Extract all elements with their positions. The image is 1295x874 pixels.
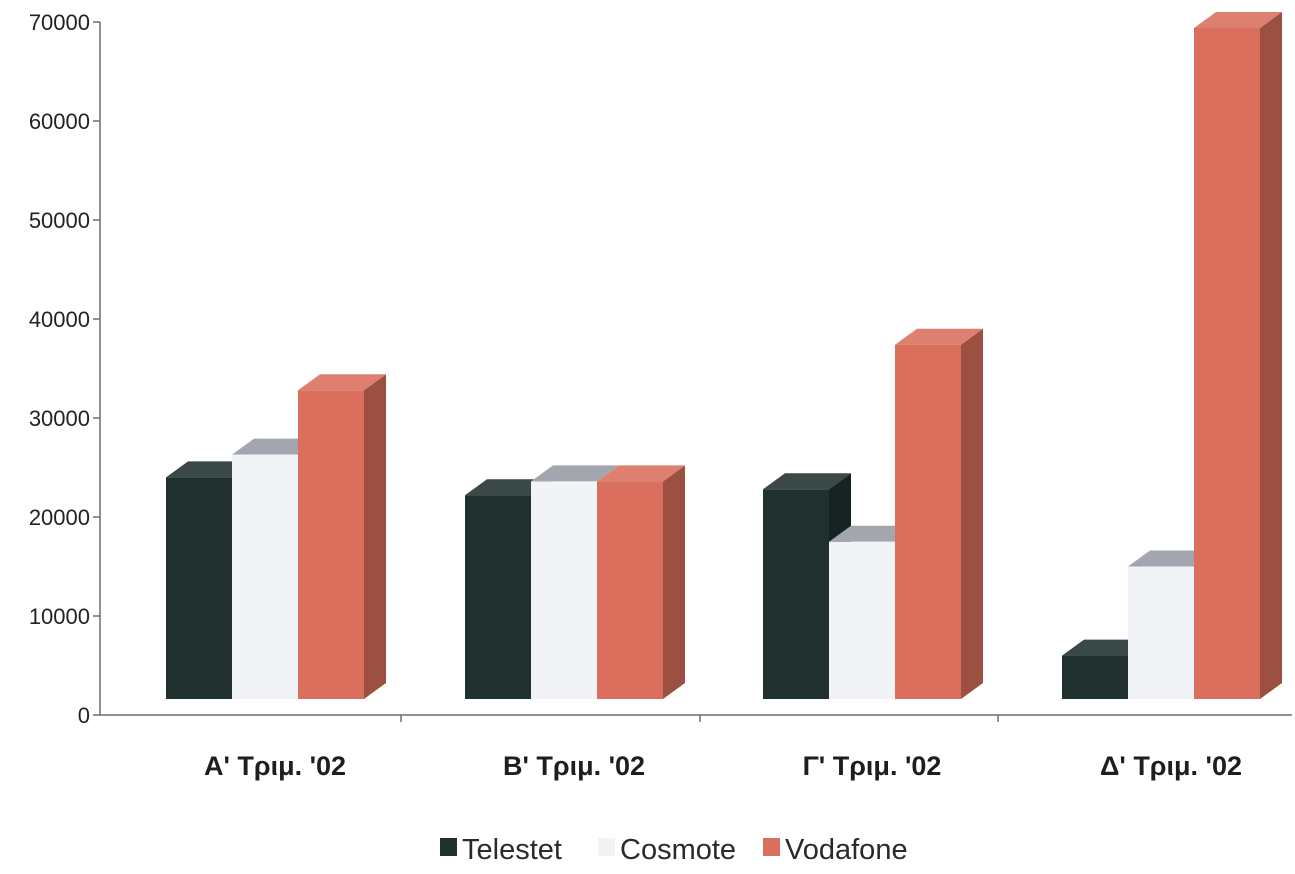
y-tick-label: 0 xyxy=(78,703,90,728)
legend-swatch xyxy=(763,838,780,856)
bar-front-face xyxy=(1062,655,1128,699)
legend-swatch xyxy=(598,838,615,856)
y-tick-label: 50000 xyxy=(29,208,90,233)
axes xyxy=(93,21,1292,722)
bar-vodafone-4 xyxy=(1194,11,1282,699)
y-tick-label: 40000 xyxy=(29,307,90,332)
bar-telestet-3 xyxy=(763,473,851,699)
bar-top-face xyxy=(531,465,619,482)
bar-side-face xyxy=(364,374,386,699)
legend: Telestet Cosmote Vodafone xyxy=(440,834,908,866)
legend-item-vodafone: Vodafone xyxy=(763,834,908,866)
bar-vodafone-1 xyxy=(298,374,386,699)
axis-labels: 0 10000 20000 30000 40000 50000 60000 70000 Α' Τ… xyxy=(29,10,1242,781)
bar-side-face xyxy=(1260,11,1282,699)
bar-front-face xyxy=(232,454,298,699)
legend-label: Telestet xyxy=(462,834,562,866)
bar-front-face xyxy=(166,477,232,699)
bar-vodafone-3 xyxy=(895,328,983,699)
y-tick-label: 10000 xyxy=(29,604,90,629)
bar-top-face xyxy=(895,328,983,345)
bar-front-face xyxy=(465,495,531,699)
x-category-label: Α' Τριμ. '02 xyxy=(204,751,346,781)
bar-top-face xyxy=(763,473,851,490)
bar-side-face xyxy=(663,465,685,699)
bar-front-face xyxy=(1128,566,1194,699)
bar-front-face xyxy=(298,390,364,699)
x-category-label: Δ' Τριμ. '02 xyxy=(1100,751,1242,781)
legend-label: Cosmote xyxy=(620,834,736,866)
legend-swatch xyxy=(440,838,457,856)
bar-front-face xyxy=(829,541,895,699)
legend-item-cosmote: Cosmote xyxy=(598,834,736,866)
bar-front-face xyxy=(531,481,597,699)
y-tick-label: 60000 xyxy=(29,109,90,134)
bar-side-face xyxy=(961,328,983,699)
bar-front-face xyxy=(1194,27,1260,699)
y-tick-label: 30000 xyxy=(29,406,90,431)
legend-item-telestet: Telestet xyxy=(440,834,562,866)
legend-label: Vodafone xyxy=(785,834,908,866)
bar-top-face xyxy=(597,465,685,482)
bar-top-face xyxy=(1194,11,1282,28)
bar-vodafone-2 xyxy=(597,465,685,699)
bar-front-face xyxy=(597,481,663,699)
x-category-label: Γ' Τριμ. '02 xyxy=(803,751,942,781)
x-category-label: Β' Τριμ. '02 xyxy=(503,751,645,781)
bar-top-face xyxy=(298,374,386,391)
y-tick-label: 20000 xyxy=(29,505,90,530)
bar-front-face xyxy=(763,489,829,699)
bars xyxy=(166,11,1282,699)
bar-front-face xyxy=(895,344,961,699)
y-tick-label: 70000 xyxy=(29,10,90,35)
